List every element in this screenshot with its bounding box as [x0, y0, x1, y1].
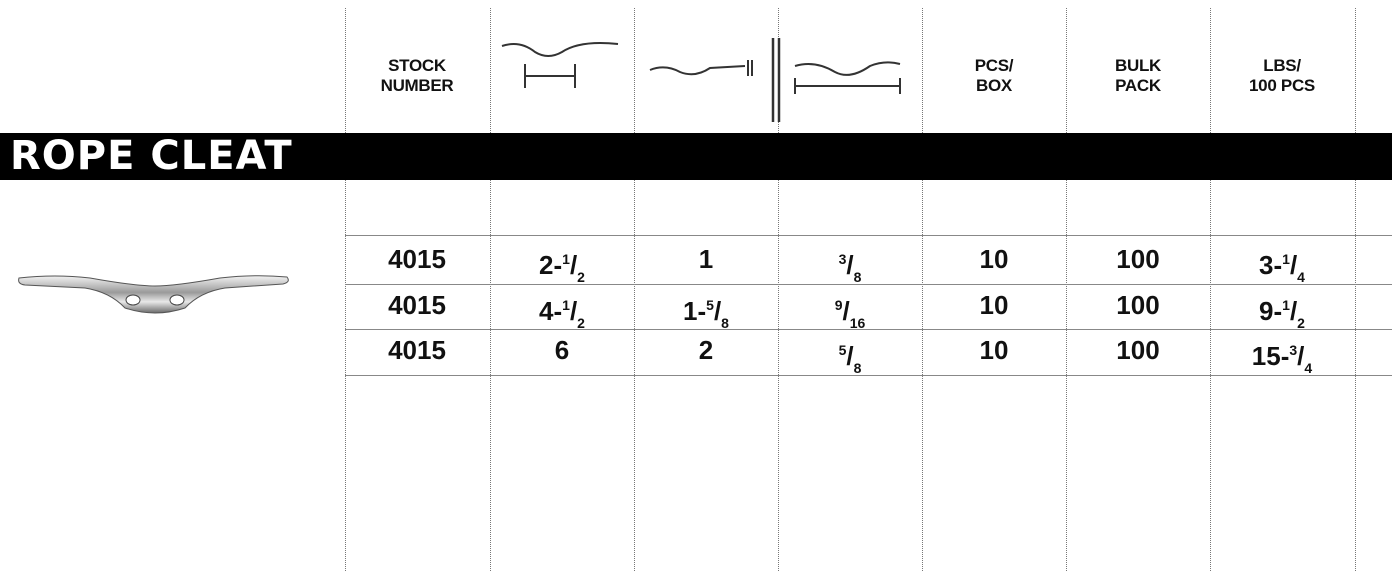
cleat-image [15, 262, 295, 332]
page: STOCKNUMBER PCS/BOX BULKPACK LBS/100 PCS… [0, 0, 1392, 571]
table-cell: 9-1/2 [1210, 290, 1354, 338]
column-divider [1355, 8, 1356, 571]
table-cell: 2 [634, 335, 778, 365]
table-cell: 2-1/2 [490, 244, 634, 292]
table-cell: 3/8 [778, 244, 922, 292]
section-title: ROPE CLEAT [10, 133, 293, 180]
table-cell: 4015 [345, 335, 489, 365]
table-cell: 4015 [345, 244, 489, 274]
table-cell: 3-1/4 [1210, 244, 1354, 292]
header-lbs: LBS/100 PCS [1210, 56, 1354, 96]
row-rule [345, 235, 1392, 236]
table-cell: 100 [1066, 335, 1210, 365]
table-cell: 5/8 [778, 335, 922, 383]
table-cell: 1 [634, 244, 778, 274]
table-cell: 100 [1066, 244, 1210, 274]
table-cell: 4015 [345, 290, 489, 320]
table-cell: 4-1/2 [490, 290, 634, 338]
table-cell: 100 [1066, 290, 1210, 320]
table-cell: 6 [490, 335, 634, 365]
table-cell: 1-5/8 [634, 290, 778, 338]
table-cell: 9/16 [778, 290, 922, 338]
table-cell: 10 [922, 244, 1066, 274]
table-cell: 10 [922, 335, 1066, 365]
table-cell: 10 [922, 290, 1066, 320]
dimension-icons [490, 30, 922, 130]
header-pcs-box: PCS/BOX [922, 56, 1066, 96]
table-cell: 15-3/4 [1210, 335, 1354, 383]
